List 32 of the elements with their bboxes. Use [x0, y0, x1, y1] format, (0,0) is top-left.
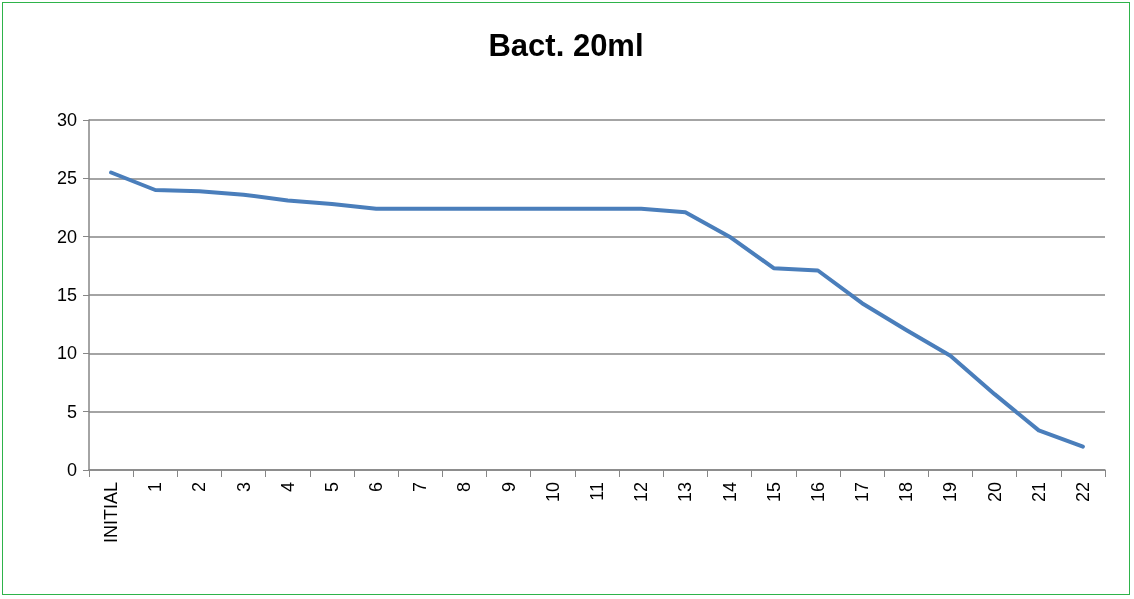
x-tick-label: 4 [277, 482, 298, 493]
x-tick-label: 6 [366, 482, 387, 493]
x-tick-label: 21 [1028, 482, 1049, 503]
line-series [109, 170, 1085, 449]
x-tick-label: 9 [498, 482, 519, 493]
x-tick-label: 5 [321, 482, 342, 493]
x-tick-label: 15 [763, 482, 784, 503]
x-tick-label: 13 [675, 482, 696, 503]
x-tick-label: 8 [454, 482, 475, 493]
x-tick-label: 7 [410, 482, 431, 493]
y-tick-label: 30 [56, 110, 77, 130]
y-tick-label: 20 [56, 226, 77, 247]
y-tick-label: 25 [56, 168, 77, 189]
x-tick-label: 16 [807, 482, 828, 503]
x-tick-label: 11 [587, 482, 607, 501]
x-tick-label: 1 [145, 482, 166, 493]
y-tick-label: 5 [66, 401, 77, 422]
y-tick-label: 10 [56, 343, 77, 364]
x-tick-label: 22 [1072, 482, 1093, 503]
y-tick-label: 15 [56, 285, 77, 305]
x-tick-label: 19 [940, 482, 961, 503]
x-tick-label: 2 [189, 482, 210, 493]
x-tick-label: 12 [631, 482, 652, 503]
x-tick-label: 14 [719, 482, 740, 503]
x-tick-label: INITIAL [101, 482, 122, 544]
x-tick-label: 10 [542, 482, 563, 503]
x-tick-label: 17 [852, 482, 873, 503]
x-tick-label: 3 [233, 482, 254, 493]
x-tick-label: 18 [896, 482, 917, 503]
x-tick-label: 20 [984, 482, 1005, 503]
chart-title: Bact. 20ml [488, 28, 644, 63]
y-tick-label: 0 [66, 460, 77, 480]
